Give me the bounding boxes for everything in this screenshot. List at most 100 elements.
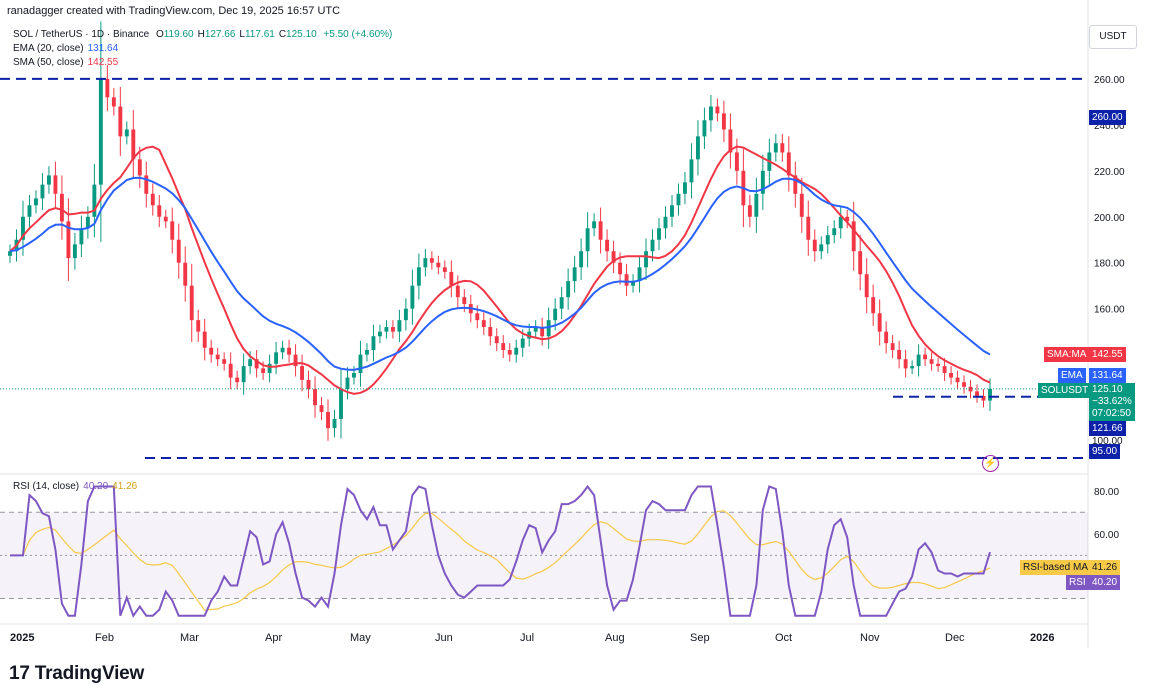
candle-body (631, 281, 635, 286)
candle-body (760, 170, 765, 194)
candle-body (365, 350, 369, 355)
time-label: Apr (265, 632, 282, 644)
candle-body (825, 235, 830, 245)
candle-body (280, 347, 285, 353)
candle-body (702, 120, 707, 137)
sma-value: 142.55 (87, 57, 119, 68)
rsi-band (0, 511, 1088, 599)
candle-body (981, 395, 986, 401)
candle-body (261, 368, 266, 373)
time-label: Jul (520, 632, 534, 644)
candle-body (747, 205, 752, 217)
candle-body (572, 267, 577, 282)
candle-body (462, 297, 467, 305)
candle-body (890, 343, 895, 351)
candle-body (592, 221, 597, 229)
time-label: Nov (860, 632, 880, 644)
sma-legend[interactable]: SMA (50, close) 142.55 (13, 57, 118, 68)
candle-body (968, 386, 973, 392)
candle-body (929, 359, 934, 364)
time-label: 2026 (1030, 632, 1054, 644)
candle-body (287, 347, 292, 355)
candle-body (611, 251, 616, 263)
candle-body (696, 136, 700, 160)
ema-label: EMA (20, close) (13, 43, 84, 54)
candle-body (838, 216, 843, 229)
candle-body (352, 372, 356, 378)
candle-body (163, 216, 168, 222)
candle-body (598, 221, 603, 240)
candle-body (553, 308, 558, 321)
candle-body (332, 418, 337, 429)
candle-body (34, 198, 38, 206)
candle-body (358, 354, 363, 373)
candle-body (527, 331, 532, 339)
support-mid-tag: 121.66 (1089, 421, 1126, 436)
candle-body (514, 347, 519, 355)
candle-body (715, 106, 720, 114)
rsi-ma-value-tag: 41.26 (1089, 560, 1121, 575)
time-label: May (350, 632, 371, 644)
price-tick: 180.00 (1094, 259, 1125, 270)
rsi-label: RSI (14, close) (13, 481, 80, 492)
candle-body (306, 379, 311, 390)
candle-body (215, 354, 220, 360)
candle-body (481, 320, 486, 328)
brand-name: TradingView (34, 663, 145, 684)
candle-body (676, 193, 681, 206)
sma-value-tag: 142.55 (1089, 347, 1126, 362)
price-change: +5.50 (+4.60%) (323, 29, 393, 40)
tradingview-logo[interactable]: 17 TradingView (9, 663, 144, 685)
chart-credit: ranadagger created with TradingView.com,… (7, 5, 341, 17)
candle-body (644, 251, 648, 268)
lightning-icon[interactable]: ⚡ (982, 455, 999, 472)
candle-body (618, 262, 623, 275)
candle-body (313, 389, 317, 406)
bar-countdown: 07:02:50 (1092, 408, 1131, 419)
candle-body (79, 228, 84, 245)
rsi-legend[interactable]: RSI (14, close) 40.20 41.26 (13, 481, 137, 492)
time-label: Oct (775, 632, 792, 644)
candle-body (962, 382, 966, 387)
candle-body (559, 297, 564, 309)
candle-body (319, 405, 324, 413)
candle-body (209, 347, 214, 355)
candles (8, 21, 992, 441)
candle-body (241, 366, 246, 383)
candle-body (449, 271, 454, 286)
ema-name-tag: EMA (1058, 368, 1086, 383)
tv-logo-icon: 17 (9, 663, 30, 684)
candle-body (436, 262, 441, 268)
candle-body (949, 372, 954, 378)
rsi-value-tag: 40.20 (1089, 575, 1121, 590)
candle-body (884, 331, 889, 344)
ema-legend[interactable]: EMA (20, close) 131.64 (13, 43, 118, 54)
ohlc-L: L117.61 (239, 29, 275, 40)
candle-body (916, 354, 921, 367)
rsi-name-tag: RSI (1066, 575, 1089, 590)
rsi-line (10, 484, 991, 618)
candle-body (248, 359, 253, 367)
candle-body (845, 216, 850, 222)
candle-body (416, 267, 421, 286)
candle-body (176, 239, 181, 263)
currency-selector[interactable]: USDT (1089, 25, 1137, 49)
candle-body (196, 320, 201, 332)
ema-value-tag: 131.64 (1089, 368, 1126, 383)
support-low-tag: 95.00 (1089, 444, 1121, 459)
time-label: Jun (435, 632, 453, 644)
candle-body (274, 352, 279, 364)
candle-body (786, 152, 791, 176)
candle-body (377, 331, 382, 337)
price-tick: 240.00 (1094, 121, 1125, 132)
candle-body (475, 313, 480, 321)
candle-body (150, 193, 155, 206)
candle-body (85, 216, 90, 229)
candle-body (111, 97, 116, 107)
moving-averages (9, 145, 991, 395)
candle-body (326, 412, 330, 429)
candle-body (540, 327, 545, 337)
candle-body (780, 143, 785, 153)
candle-body (864, 274, 869, 298)
